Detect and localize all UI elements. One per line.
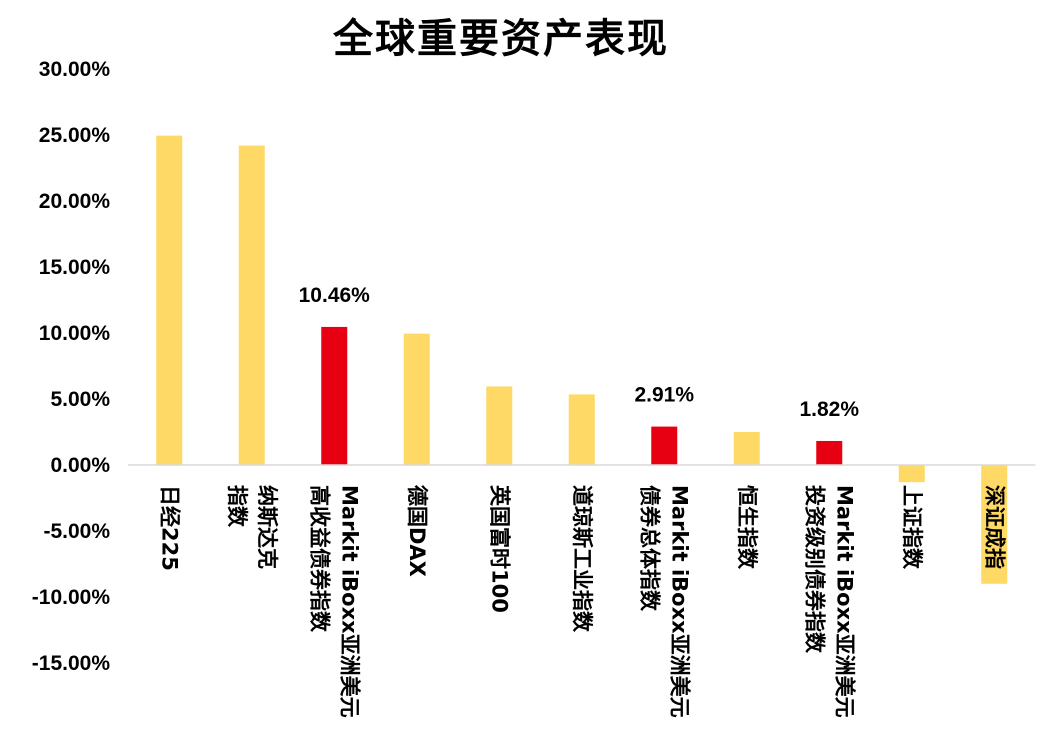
y-tick-label: 15.00% bbox=[39, 256, 111, 279]
category-label: 日经225 bbox=[157, 485, 181, 571]
bar bbox=[238, 145, 265, 465]
category-label: 英国富时100 bbox=[487, 485, 511, 613]
category-label: 投资级别债券指数 bbox=[802, 485, 826, 654]
y-tick-label: 5.00% bbox=[50, 388, 110, 411]
category-label: Markit iBoxx亚洲美元 bbox=[667, 485, 691, 718]
bar bbox=[321, 326, 348, 465]
y-tick-label: -5.00% bbox=[43, 520, 110, 543]
bar bbox=[568, 394, 595, 465]
y-tick-label: 20.00% bbox=[39, 190, 111, 213]
bar bbox=[156, 135, 183, 465]
bar bbox=[733, 432, 760, 465]
category-label: Markit iBoxx亚洲美元 bbox=[832, 485, 856, 718]
y-tick-label: -15.00% bbox=[32, 652, 111, 675]
y-tick-label: 30.00% bbox=[39, 58, 111, 81]
data-label: 10.46% bbox=[299, 284, 371, 307]
bar bbox=[651, 426, 678, 465]
chart-title: 全球重要资产表现 bbox=[333, 16, 669, 62]
y-tick-label: 25.00% bbox=[39, 124, 111, 147]
category-label: 上证指数 bbox=[900, 485, 924, 570]
category-label: Markit iBoxx亚洲美元 bbox=[337, 485, 361, 718]
category-label: 指数 bbox=[225, 485, 249, 528]
data-label: 1.82% bbox=[799, 398, 859, 421]
data-label: 2.91% bbox=[634, 384, 694, 407]
category-label: 纳斯达克 bbox=[255, 485, 279, 569]
bar bbox=[898, 465, 925, 483]
bar bbox=[403, 333, 430, 465]
category-label: 道琼斯工业指数 bbox=[570, 485, 594, 633]
y-tick-label: -10.00% bbox=[32, 586, 111, 609]
bar bbox=[486, 386, 513, 465]
category-label: 德国DAX bbox=[405, 485, 429, 577]
category-label: 恒生指数 bbox=[735, 485, 759, 570]
category-label: 深证成指 bbox=[982, 485, 1006, 569]
bar bbox=[981, 465, 1008, 584]
y-tick-label: 0.00% bbox=[50, 454, 110, 477]
y-tick-label: 10.00% bbox=[39, 322, 111, 345]
category-label: 高收益债券指数 bbox=[307, 485, 331, 633]
category-label: 债券总体指数 bbox=[637, 485, 661, 612]
bar bbox=[816, 440, 843, 465]
